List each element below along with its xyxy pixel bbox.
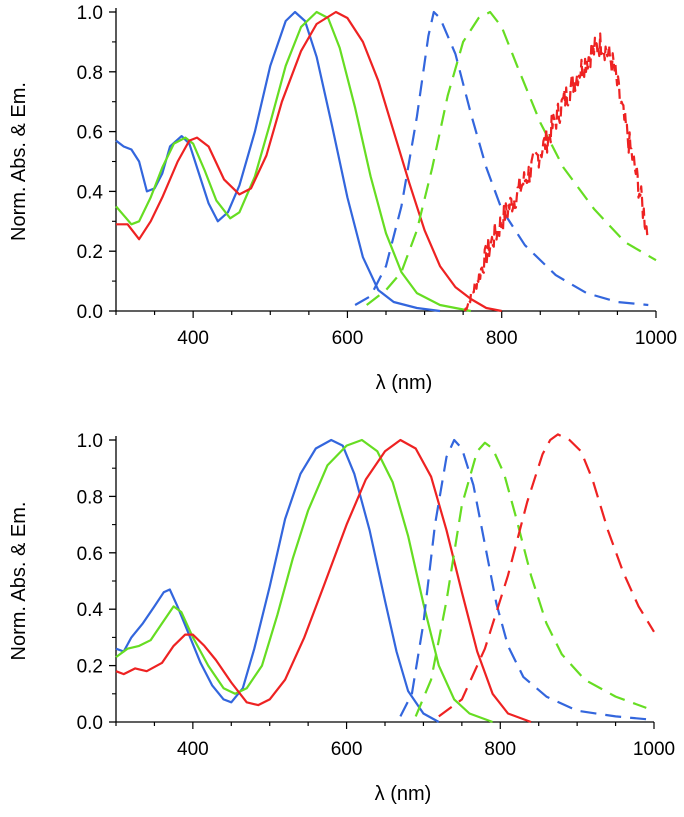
y-axis-title: Norm. Abs. & Em. xyxy=(8,82,30,241)
x-axis-title: λ (nm) xyxy=(376,372,433,394)
y-tick-label: 0.6 xyxy=(77,123,103,144)
y-tick-label: 0.8 xyxy=(77,63,103,84)
chart-panel-2: 0.0 0.2 0.4 0.6 0.8 1.0 400 600 800 1000 Norm. Abs… xyxy=(8,431,675,805)
emission-line-5 xyxy=(414,441,647,717)
emission-line-5 xyxy=(366,10,657,306)
emission-line-6 xyxy=(438,433,655,718)
y-axis-title: Norm. Abs. & Em. xyxy=(8,502,30,661)
y-tick-label: 0.6 xyxy=(77,544,103,565)
chart-panel-1: 0.0 0.2 0.4 0.6 0.8 1.0 400 600 800 1000 Norm. Abs… xyxy=(8,3,677,394)
y-tick-label: 1.0 xyxy=(77,3,103,24)
y-tick-label: 0.4 xyxy=(77,600,104,621)
y-tick-label: 0.4 xyxy=(77,182,104,203)
absorption-line-3 xyxy=(116,10,502,313)
emission-line-4 xyxy=(399,438,647,721)
y-tick-label: 0.2 xyxy=(77,657,103,678)
x-tick-label: 800 xyxy=(484,739,516,760)
x-tick-label: 600 xyxy=(331,739,363,760)
y-tick-label: 0.8 xyxy=(77,487,103,508)
y-tick-label: 0.0 xyxy=(77,713,103,734)
absorption-line-2 xyxy=(115,10,472,313)
x-tick-label: 400 xyxy=(177,328,209,349)
y-tick-label: 0.2 xyxy=(77,242,103,263)
x-tick-label: 1000 xyxy=(635,328,677,349)
x-tick-label: 400 xyxy=(177,739,209,760)
x-axis-title: λ (nm) xyxy=(375,783,432,805)
emission-line-6 xyxy=(463,32,649,312)
y-tick-label: 0.0 xyxy=(77,302,103,323)
y-tick-label: 1.0 xyxy=(77,431,103,452)
absorption-line-1 xyxy=(115,10,441,313)
x-tick-label: 600 xyxy=(332,328,364,349)
emission-line-4 xyxy=(354,10,649,307)
absorption-line-3 xyxy=(115,438,532,724)
x-tick-label: 1000 xyxy=(633,739,675,760)
absorption-line-1 xyxy=(115,438,440,723)
absorption-line-2 xyxy=(115,438,493,724)
x-tick-label: 800 xyxy=(486,328,518,349)
